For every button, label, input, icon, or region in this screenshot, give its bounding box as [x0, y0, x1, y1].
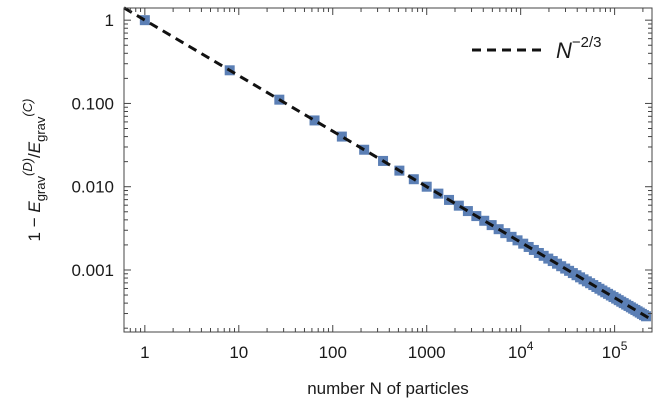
plot-area — [123, 6, 653, 322]
data-point — [139, 15, 150, 26]
legend-label-exponent: −2/3 — [572, 34, 602, 51]
y-axis-title-part: E — [25, 201, 44, 213]
data-point — [453, 200, 464, 211]
data-point — [479, 215, 490, 226]
x-tick-label: 1000 — [408, 343, 446, 362]
x-tick-label: 105 — [602, 339, 628, 362]
y-tick-label: 0.100 — [71, 94, 114, 113]
y-tick-label: 0.010 — [71, 178, 114, 197]
data-point — [518, 238, 529, 249]
plot-frame — [123, 7, 653, 333]
legend-label: N−2/3 — [556, 34, 602, 63]
x-tick-label-exponent: 4 — [527, 339, 534, 353]
x-tick-label: 100 — [319, 343, 347, 362]
y-axis-title-part: E — [25, 141, 44, 153]
data-point — [462, 206, 473, 217]
x-axis-title: number N of particles — [307, 379, 469, 398]
y-axis-title-part: grav — [33, 116, 48, 142]
x-tick-label: 104 — [508, 339, 534, 362]
x-tick-label: 10 — [229, 343, 248, 362]
y-tick-label: 0.001 — [71, 261, 114, 280]
axis-ticks — [123, 8, 652, 332]
y-axis-title-part: (D) — [20, 158, 35, 176]
y-axis-title-part: / — [25, 153, 44, 158]
x-tick-label-exponent: 5 — [621, 339, 628, 353]
y-axis-title: 1 − Egrav(D)/Egrav(C) — [20, 99, 48, 242]
fit-line — [123, 6, 653, 322]
y-tick-label: 1 — [105, 11, 114, 30]
legend-label-base: N — [556, 38, 572, 63]
x-tick-label: 1 — [140, 343, 149, 362]
legend: N−2/3 — [472, 34, 602, 63]
x-tick-labels: 1 10 100 1000 104 105 — [140, 339, 628, 362]
data-point — [336, 131, 347, 142]
y-axis-title-part: 1 − — [25, 213, 44, 242]
y-axis-title-part: grav — [33, 176, 48, 202]
data-point — [309, 115, 320, 126]
y-tick-labels: 1 0.100 0.010 0.001 — [71, 11, 114, 280]
y-axis-title-part: (C) — [20, 99, 35, 117]
